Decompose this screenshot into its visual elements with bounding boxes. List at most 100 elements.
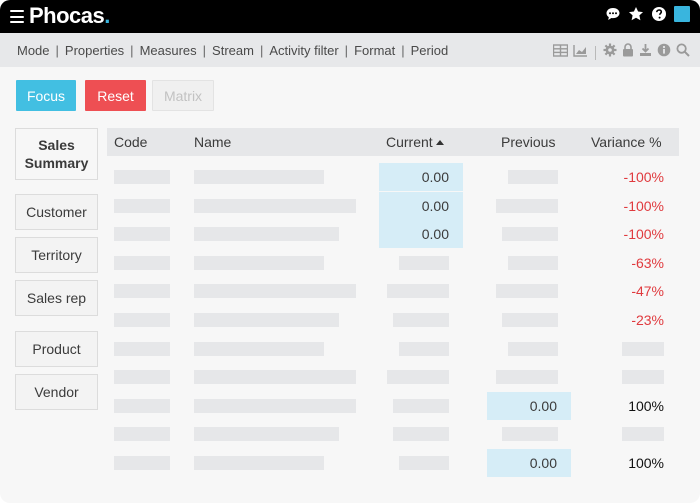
menu-item-format[interactable]: Format <box>354 43 396 58</box>
variance-value: -23% <box>631 312 664 328</box>
name-cell-placeholder <box>194 284 356 299</box>
current-value: 0.00 <box>421 226 449 243</box>
table-row[interactable]: 0.00 100% <box>107 449 679 477</box>
table-row[interactable]: 0.00 -100% <box>107 191 679 220</box>
column-header-previous[interactable]: Previous <box>501 134 556 150</box>
menu-item-measures[interactable]: Measures <box>139 43 197 58</box>
name-cell-placeholder <box>194 370 356 385</box>
chat-icon[interactable] <box>605 6 621 22</box>
column-header-name[interactable]: Name <box>194 134 232 150</box>
previous-cell-placeholder <box>502 227 558 242</box>
gear-icon[interactable] <box>603 43 617 62</box>
menu-item-properties[interactable]: Properties <box>64 43 125 58</box>
table-row[interactable]: -47% <box>107 277 679 305</box>
current-cell-highlight <box>379 191 463 220</box>
star-icon[interactable] <box>628 6 644 22</box>
menu-item-stream[interactable]: Stream <box>212 43 254 58</box>
help-icon[interactable] <box>651 6 667 22</box>
code-cell-placeholder <box>114 255 170 270</box>
current-cell-highlight <box>379 163 463 191</box>
matrix-button[interactable]: Matrix <box>152 80 214 111</box>
variance-value: -100% <box>623 226 664 243</box>
menu-separator: | <box>202 43 207 58</box>
name-cell-placeholder <box>194 198 356 213</box>
reset-button[interactable]: Reset <box>85 80 146 111</box>
tab-customer[interactable]: Customer <box>15 194 98 230</box>
table-row[interactable] <box>107 363 679 391</box>
variance-cell-placeholder <box>622 427 664 442</box>
previous-value: 0.00 <box>529 455 557 471</box>
code-cell-placeholder <box>114 170 170 184</box>
name-cell-placeholder <box>194 456 324 470</box>
table-row[interactable] <box>107 335 679 363</box>
tab-territory[interactable]: Territory <box>15 237 98 273</box>
table-icon[interactable] <box>552 43 569 62</box>
tab-sales-summary-label: Sales Summary <box>25 136 89 172</box>
previous-cell-placeholder <box>508 170 558 184</box>
previous-cell-highlight <box>487 449 571 477</box>
column-header-current[interactable]: Current <box>386 134 444 150</box>
info-icon[interactable] <box>657 43 671 62</box>
name-cell-placeholder <box>194 313 339 327</box>
hamburger-menu-icon[interactable] <box>10 10 24 23</box>
name-cell-placeholder <box>194 227 339 242</box>
tab-vendor[interactable]: Vendor <box>15 374 98 410</box>
menu-separator: | <box>130 43 134 58</box>
name-cell-placeholder <box>194 398 356 413</box>
table-row[interactable] <box>107 420 679 448</box>
tab-label-line2: Summary <box>24 155 89 171</box>
current-cell-placeholder <box>399 341 449 356</box>
variance-cell-placeholder <box>622 370 664 385</box>
menu-separator: | <box>344 43 349 58</box>
menu-item-period[interactable]: Period <box>410 43 449 58</box>
previous-cell-placeholder <box>502 427 558 442</box>
tool-icons <box>552 43 690 62</box>
focus-button[interactable]: Focus <box>16 80 76 111</box>
code-cell-placeholder <box>114 284 170 299</box>
column-header-variance[interactable]: Variance % <box>591 134 662 150</box>
menu-item-activity-filter[interactable]: Activity filter <box>269 43 339 58</box>
menu-items: Mode | Properties | Measures | Stream | Acti… <box>17 43 448 58</box>
previous-cell-highlight <box>487 391 571 420</box>
current-value: 0.00 <box>421 197 449 214</box>
lock-icon[interactable] <box>622 43 634 62</box>
download-icon[interactable] <box>639 43 652 62</box>
current-cell-placeholder <box>387 370 449 385</box>
tab-sales-rep[interactable]: Sales rep <box>15 280 98 316</box>
table-row[interactable]: 0.00 -100% <box>107 220 679 249</box>
name-cell-placeholder <box>194 255 324 270</box>
variance-value: -100% <box>623 197 664 214</box>
table-row[interactable]: 0.00 100% <box>107 391 679 420</box>
tab-sales-summary[interactable]: Sales Summary <box>15 128 98 180</box>
search-icon[interactable] <box>676 43 690 62</box>
logo[interactable]: Phocas. <box>29 3 110 29</box>
code-cell-placeholder <box>114 427 170 442</box>
table-row[interactable]: -23% <box>107 306 679 334</box>
logo-dot: . <box>104 3 110 28</box>
variance-value: -47% <box>631 283 664 300</box>
variance-cell-placeholder <box>622 341 664 356</box>
tab-label: Product <box>32 341 81 357</box>
menu-item-mode[interactable]: Mode <box>17 43 50 58</box>
current-cell-placeholder <box>393 313 449 327</box>
chart-icon[interactable] <box>573 44 588 62</box>
top-header: Phocas. <box>0 0 700 33</box>
current-cell-placeholder <box>387 284 449 299</box>
code-cell-placeholder <box>114 198 170 213</box>
name-cell-placeholder <box>194 427 339 442</box>
sort-ascending-icon <box>435 140 444 145</box>
table-row[interactable]: 0.00 -100% <box>107 163 679 191</box>
table-row[interactable]: -63% <box>107 249 679 277</box>
variance-value: -63% <box>631 254 664 271</box>
previous-cell-placeholder <box>496 370 558 385</box>
code-cell-placeholder <box>114 370 170 385</box>
tab-label: Customer <box>26 204 87 220</box>
tab-product[interactable]: Product <box>15 331 98 367</box>
square-icon[interactable] <box>674 6 690 22</box>
previous-cell-placeholder <box>508 341 558 356</box>
code-cell-placeholder <box>114 398 170 413</box>
column-header-code[interactable]: Code <box>114 134 148 150</box>
current-cell-placeholder <box>399 255 449 270</box>
current-cell-placeholder <box>393 398 449 413</box>
